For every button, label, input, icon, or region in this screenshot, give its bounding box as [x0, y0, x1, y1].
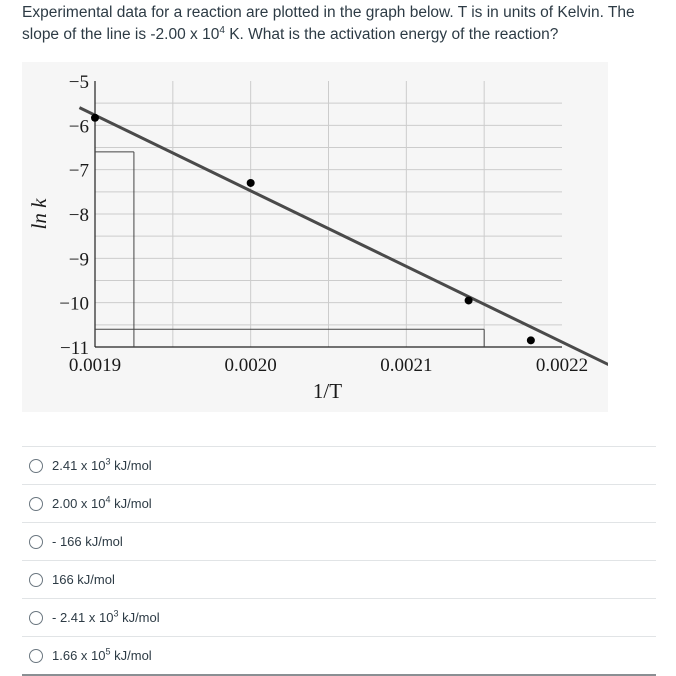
- radio-button[interactable]: [29, 496, 43, 511]
- answer-option[interactable]: 2.00 x 104 kJ/mol: [22, 484, 656, 522]
- chart-svg: −5 −6 −7 −8 −9 −10 −110.0019 0.0020 0.0021 0.0022…: [27, 72, 608, 403]
- radio-button[interactable]: [29, 572, 43, 587]
- answer-list: 2.41 x 103 kJ/mol 2.00 x 104 kJ/mol - 16…: [22, 446, 656, 676]
- y-tick-label: −8: [69, 205, 89, 226]
- answer-label[interactable]: 1.66 x 105 kJ/mol: [52, 646, 152, 663]
- y-tick-label: −11: [60, 338, 89, 359]
- x-tick-label: 0.0019: [69, 355, 121, 376]
- y-tick-label: −10: [59, 294, 89, 315]
- answer-option[interactable]: 166 kJ/mol: [22, 560, 656, 598]
- y-tick-label: −6: [69, 116, 89, 137]
- series-line: [78, 106, 608, 367]
- answer-option[interactable]: - 166 kJ/mol: [22, 522, 656, 560]
- data-point: [91, 113, 99, 122]
- y-tick-label: −7: [69, 161, 89, 182]
- data-point: [526, 336, 535, 345]
- answer-label[interactable]: 2.41 x 103 kJ/mol: [52, 456, 152, 473]
- y-tick-label: −9: [69, 249, 89, 270]
- x-tick-label: 0.0020: [225, 355, 277, 376]
- answer-label[interactable]: 2.00 x 104 kJ/mol: [52, 494, 152, 511]
- radio-button[interactable]: [29, 610, 43, 625]
- y-tick-label: −5: [69, 72, 89, 93]
- question-exponent: 4: [219, 24, 225, 36]
- y-axis-label: ln k: [27, 198, 51, 230]
- question-text: Experimental data for a reaction are plo…: [22, 2, 662, 46]
- radio-button[interactable]: [29, 648, 43, 663]
- x-tick-label: 0.0022: [536, 355, 588, 376]
- answer-label[interactable]: - 166 kJ/mol: [52, 534, 123, 549]
- answer-option[interactable]: 1.66 x 105 kJ/mol: [22, 636, 656, 676]
- radio-button[interactable]: [29, 534, 43, 549]
- answer-option[interactable]: - 2.41 x 103 kJ/mol: [22, 598, 656, 636]
- question-part1: Experimental data for a reaction are plo…: [22, 4, 635, 43]
- data-point: [464, 296, 473, 305]
- x-axis-label: 1/T: [313, 379, 342, 403]
- answer-option[interactable]: 2.41 x 103 kJ/mol: [22, 446, 656, 484]
- arrhenius-plot: −5 −6 −7 −8 −9 −10 −11 0.0019 0.0020 0.0021 0.0022…: [22, 62, 608, 412]
- question-part2: K. What is the activation energy of the …: [224, 26, 559, 43]
- answer-label[interactable]: 166 kJ/mol: [52, 572, 115, 587]
- answer-label[interactable]: - 2.41 x 103 kJ/mol: [52, 608, 160, 625]
- x-tick-label: 0.0021: [380, 355, 432, 376]
- radio-button[interactable]: [29, 458, 43, 473]
- data-point: [246, 178, 255, 187]
